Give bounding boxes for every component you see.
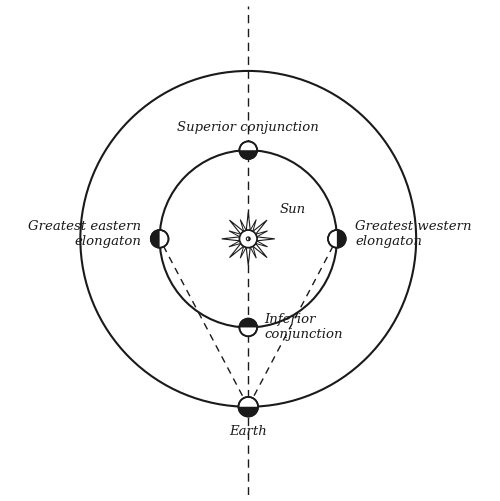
Text: Superior conjunction: Superior conjunction (178, 121, 319, 134)
Polygon shape (253, 220, 267, 234)
Polygon shape (240, 246, 246, 258)
Polygon shape (240, 219, 246, 231)
Wedge shape (240, 319, 257, 328)
Polygon shape (257, 237, 275, 241)
Wedge shape (337, 230, 345, 247)
Circle shape (240, 319, 257, 336)
Text: Greatest western
elongaton: Greatest western elongaton (355, 220, 472, 248)
Polygon shape (246, 247, 250, 266)
Polygon shape (222, 237, 240, 241)
Wedge shape (151, 230, 160, 247)
Text: Earth: Earth (230, 425, 267, 438)
Polygon shape (253, 243, 267, 258)
Wedge shape (240, 150, 257, 159)
Polygon shape (230, 220, 243, 234)
Circle shape (240, 230, 257, 247)
Polygon shape (246, 212, 250, 230)
Polygon shape (256, 241, 268, 247)
Circle shape (238, 397, 258, 416)
Text: Inferior
conjunction: Inferior conjunction (264, 314, 342, 342)
Wedge shape (248, 237, 250, 241)
Polygon shape (230, 243, 243, 258)
Polygon shape (250, 246, 256, 258)
Polygon shape (250, 219, 256, 231)
Wedge shape (238, 407, 258, 416)
Circle shape (151, 230, 168, 247)
Text: Sun: Sun (280, 203, 305, 216)
Circle shape (328, 230, 345, 247)
Polygon shape (256, 231, 268, 237)
Polygon shape (229, 241, 240, 247)
Polygon shape (229, 231, 240, 237)
Circle shape (240, 141, 257, 159)
Text: Greatest eastern
elongaton: Greatest eastern elongaton (28, 220, 142, 248)
